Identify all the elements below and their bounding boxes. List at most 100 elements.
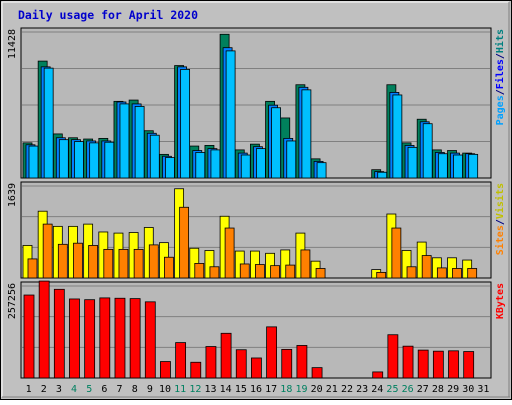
bar-pages-day-17 bbox=[271, 107, 281, 179]
x-tick-label: 9 bbox=[147, 384, 153, 395]
bar-kbytes-day-4 bbox=[69, 298, 80, 379]
legend-visits-sites: Sites/Visits bbox=[494, 183, 506, 255]
legend-entry: Hits bbox=[494, 29, 506, 53]
bar-pages-day-11 bbox=[180, 69, 191, 179]
bar-kbytes-day-17 bbox=[266, 326, 277, 379]
legend-entry: KBytes bbox=[495, 283, 506, 319]
x-tick-label: 6 bbox=[101, 384, 107, 395]
bar-pages-day-5 bbox=[89, 142, 100, 179]
x-tick-label: 25 bbox=[386, 384, 398, 395]
x-tick-label: 8 bbox=[132, 384, 138, 395]
legend-kbytes: KBytes bbox=[495, 283, 506, 319]
x-tick-label: 30 bbox=[462, 384, 474, 395]
bar-kbytes-day-1 bbox=[23, 294, 35, 379]
bar-pages-day-29 bbox=[453, 154, 463, 179]
bar-sites-day-16 bbox=[255, 264, 265, 279]
x-tick-label: 22 bbox=[341, 384, 353, 395]
bar-pages-day-24 bbox=[377, 171, 388, 179]
bar-sites-day-10 bbox=[164, 256, 174, 279]
x-tick-label: 17 bbox=[265, 384, 277, 395]
bar-sites-day-26 bbox=[406, 266, 417, 279]
bar-pages-day-3 bbox=[58, 139, 69, 179]
bar-kbytes-day-10 bbox=[160, 361, 171, 379]
bar-sites-day-25 bbox=[391, 227, 402, 279]
x-tick-label: 4 bbox=[71, 384, 77, 395]
x-tick-label: 11 bbox=[174, 384, 186, 395]
bar-pages-day-1 bbox=[28, 145, 39, 179]
bar-pages-day-4 bbox=[74, 141, 84, 179]
legend-hits-files-pages: Pages/Files/Hits bbox=[494, 29, 506, 125]
bar-sites-day-18 bbox=[285, 264, 296, 279]
x-tick-label: 21 bbox=[326, 384, 338, 395]
bar-sites-day-8 bbox=[133, 248, 144, 279]
bar-pages-day-20 bbox=[316, 162, 327, 179]
bar-kbytes-day-20 bbox=[311, 367, 323, 379]
bar-sites-day-1 bbox=[27, 258, 38, 279]
legend-entry: Visits bbox=[494, 183, 506, 219]
bar-pages-day-6 bbox=[104, 141, 115, 179]
x-tick-label: 18 bbox=[280, 384, 292, 395]
x-tick-label: 29 bbox=[447, 384, 459, 395]
bar-sites-day-7 bbox=[118, 248, 129, 279]
bar-kbytes-day-27 bbox=[417, 349, 429, 379]
bar-pages-day-13 bbox=[210, 149, 221, 179]
bar-sites-day-20 bbox=[315, 268, 326, 279]
bar-sites-day-6 bbox=[103, 248, 114, 279]
x-tick-label: 20 bbox=[311, 384, 323, 395]
bar-sites-day-4 bbox=[73, 242, 83, 279]
bar-pages-day-14 bbox=[225, 50, 236, 179]
bar-sites-day-2 bbox=[42, 223, 53, 279]
bar-sites-day-29 bbox=[452, 268, 462, 279]
x-tick-label: 13 bbox=[204, 384, 216, 395]
legend-entry: Files bbox=[494, 59, 506, 89]
bar-kbytes-day-19 bbox=[296, 345, 308, 379]
x-tick-label: 28 bbox=[432, 384, 444, 395]
bar-kbytes-day-11 bbox=[175, 342, 187, 379]
y-max-label: 257256 bbox=[7, 283, 18, 319]
x-tick-label: 1 bbox=[26, 384, 32, 395]
chart-title: Daily usage for April 2020 bbox=[18, 8, 198, 22]
bar-pages-day-27 bbox=[422, 123, 433, 179]
y-max-labels: 11428 1639 257256 bbox=[7, 29, 18, 319]
bars-layer bbox=[22, 33, 479, 379]
bar-sites-day-28 bbox=[436, 267, 447, 279]
bar-pages-day-2 bbox=[43, 67, 54, 179]
bar-kbytes-day-18 bbox=[281, 348, 293, 379]
bar-sites-day-15 bbox=[239, 263, 250, 279]
bar-kbytes-day-3 bbox=[53, 288, 65, 379]
bar-kbytes-day-13 bbox=[205, 346, 217, 379]
bar-pages-day-26 bbox=[407, 146, 418, 179]
x-tick-labels: 1 2 3 4 5 6 7 8 9 10 11 12 13 14 15 16 17 18 19 20 21 22 23 24 2… bbox=[26, 384, 490, 395]
x-tick-label: 24 bbox=[371, 384, 383, 395]
bar-pages-day-16 bbox=[256, 148, 266, 179]
bar-pages-day-12 bbox=[195, 152, 206, 179]
bar-kbytes-day-25 bbox=[387, 334, 399, 379]
legend-entry: Pages bbox=[495, 95, 506, 125]
bar-pages-day-15 bbox=[240, 154, 251, 179]
x-tick-label: 5 bbox=[86, 384, 92, 395]
bar-sites-day-5 bbox=[88, 245, 99, 279]
bar-pages-day-30 bbox=[468, 153, 479, 179]
x-tick-label: 15 bbox=[235, 384, 247, 395]
bar-sites-day-14 bbox=[224, 227, 235, 279]
bar-kbytes-day-2 bbox=[38, 280, 50, 379]
x-tick-label: 16 bbox=[250, 384, 262, 395]
bar-kbytes-day-8 bbox=[129, 298, 141, 379]
legend-entry: / bbox=[495, 89, 506, 95]
bar-visits-day-26 bbox=[401, 250, 412, 279]
x-tick-label: 7 bbox=[117, 384, 123, 395]
bar-kbytes-day-6 bbox=[99, 297, 111, 379]
bar-kbytes-day-14 bbox=[220, 332, 232, 379]
bar-kbytes-day-7 bbox=[114, 297, 126, 379]
x-tick-label: 10 bbox=[159, 384, 171, 395]
bar-visits-day-18 bbox=[280, 249, 291, 279]
bar-sites-day-27 bbox=[421, 255, 432, 279]
bar-kbytes-day-9 bbox=[144, 301, 156, 379]
bar-sites-day-24 bbox=[376, 271, 387, 279]
bar-visits-day-29 bbox=[447, 257, 457, 279]
legend-entry: / bbox=[495, 219, 506, 225]
y-max-label: 11428 bbox=[7, 29, 18, 59]
legend-entry: / bbox=[495, 53, 506, 59]
bar-kbytes-day-12 bbox=[190, 361, 202, 379]
